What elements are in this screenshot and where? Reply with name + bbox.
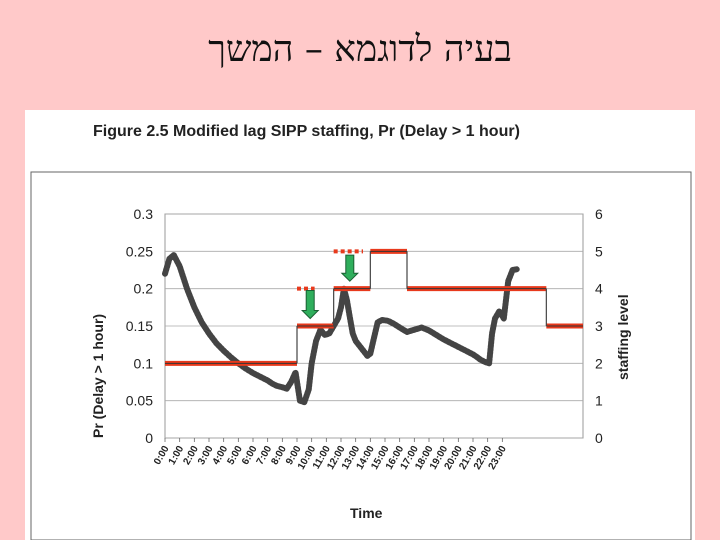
y-tick-label: 0.05 [126,393,153,409]
y2-tick-label: 6 [595,206,603,222]
y2-tick-label: 5 [595,243,603,259]
down-arrow-icon [300,290,320,320]
down-arrow-icon [340,254,360,282]
y-tick-label: 0.3 [134,206,154,222]
x-axis-title: Time [350,505,383,521]
y2-tick-label: 4 [595,281,603,297]
y-tick-label: 0.2 [134,281,154,297]
y-tick-label: 0.25 [126,243,153,259]
y2-axis-ticks: 6 5 4 3 2 1 0 [595,206,603,446]
plot-area [162,248,583,406]
chart: Figure 2.5 Modified lag SIPP staffing, P… [30,123,692,540]
y-axis-title: Pr (Delay > 1 hour) [90,314,106,438]
y2-axis-title: staffing level [615,294,631,380]
x-axis-ticks: 0:001:002:003:004:005:006:007:008:009:00… [152,438,509,472]
y2-tick-label: 1 [595,393,603,409]
y2-tick-label: 0 [595,430,603,446]
slide-title: בעיה לדוגמא – המשך [208,29,512,70]
figure-caption: Figure 2.5 Modified lag SIPP staffing, P… [93,123,520,140]
y-tick-label: 0 [145,430,153,446]
y-tick-label: 0.1 [134,355,154,371]
y-axis-ticks: 0.3 0.25 0.2 0.15 0.1 0.05 0 [126,206,153,446]
scanned-figure: Figure 2.5 Modified lag SIPP staffing, P… [25,110,695,540]
probability-line [162,252,520,406]
y2-tick-label: 2 [595,355,603,371]
y-tick-label: 0.15 [126,318,153,334]
y2-tick-label: 3 [595,318,603,334]
chart-frame [30,171,692,540]
